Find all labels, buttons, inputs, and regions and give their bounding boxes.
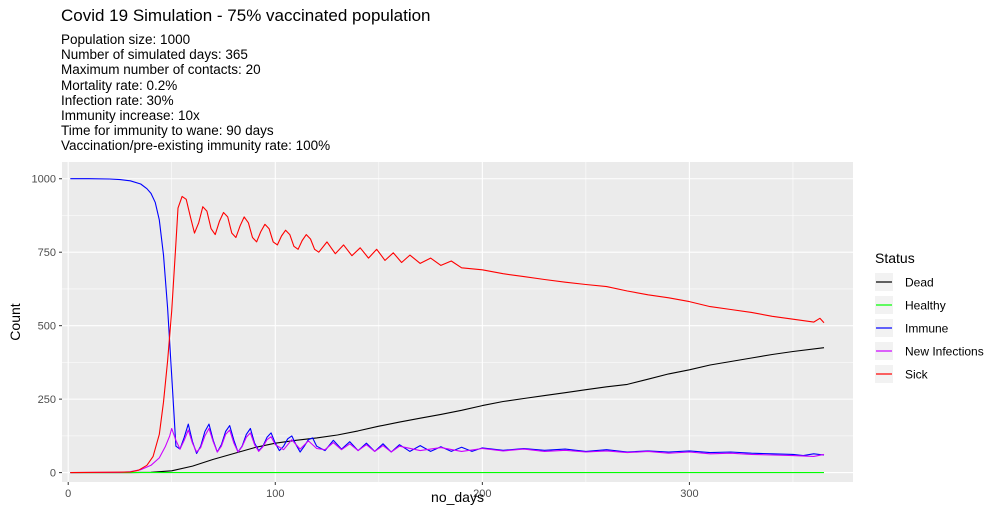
subtitle-line: Number of simulated days: 365 (61, 47, 248, 63)
legend-label: Dead (905, 276, 934, 290)
legend-label: Immune (905, 322, 949, 336)
legend-label: Sick (905, 368, 929, 382)
y-tick-label: 250 (38, 394, 56, 406)
axis-ticks: 0 100 200 300 0 250 500 750 1000 (32, 174, 699, 500)
y-tick-label: 1000 (32, 174, 56, 186)
legend-label: Healthy (905, 299, 946, 313)
x-tick-label: 300 (680, 488, 698, 500)
subtitle-line: Population size: 1000 (61, 32, 191, 47)
y-tick-label: 750 (38, 247, 56, 259)
y-axis-title: Count (7, 303, 23, 340)
plot-panel (62, 162, 853, 482)
y-tick-label: 500 (38, 321, 56, 333)
legend-title: Status (875, 250, 915, 266)
x-tick-label: 0 (65, 488, 71, 500)
chart-title: Covid 19 Simulation - 75% vaccinated pop… (61, 6, 431, 25)
minor-gridlines (62, 162, 853, 482)
x-tick-label: 200 (473, 488, 491, 500)
x-tick-label: 100 (266, 488, 284, 500)
subtitle-line: Immunity increase: 10x (61, 107, 200, 123)
subtitle-line: Mortality rate: 0.2% (61, 77, 178, 93)
series-lines (70, 178, 825, 474)
legend: Status Dead Healthy Immune New Infections Si… (875, 250, 984, 383)
subtitle-line: Time for immunity to wane: 90 days (61, 123, 274, 139)
series-line-sick (70, 195, 825, 474)
series-line-new-infections (70, 427, 825, 474)
x-axis-title: no_days (431, 489, 484, 505)
legend-label: New Infections (905, 345, 984, 359)
chart-subtitle: Population size: 1000 Number of simulate… (61, 32, 330, 154)
series-line-dead (70, 347, 825, 474)
y-tick-label: 0 (50, 468, 56, 480)
subtitle-line: Infection rate: 30% (61, 92, 174, 108)
subtitle-line: Vaccination/pre-existing immunity rate: … (61, 138, 331, 154)
subtitle-line: Maximum number of contacts: 20 (61, 62, 261, 78)
